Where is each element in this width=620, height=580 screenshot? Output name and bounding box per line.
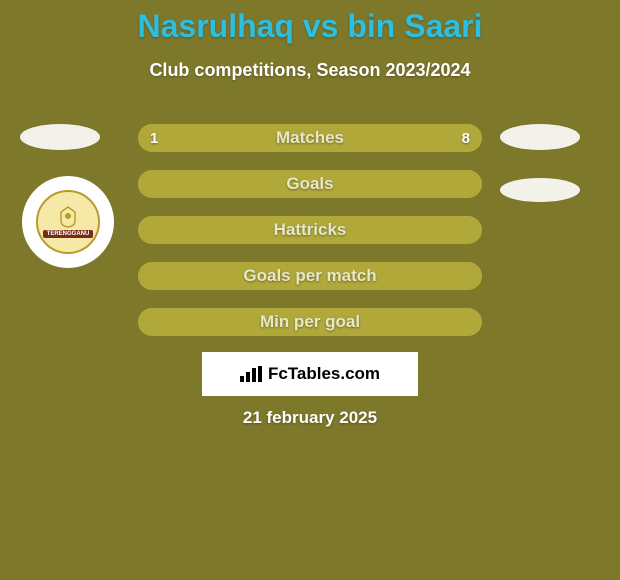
bar-label: Goals [138,170,482,198]
brand-text: FcTables.com [268,364,380,384]
player-left-ellipse [20,124,100,150]
bar-value-right: 8 [462,124,470,152]
bar-label: Min per goal [138,308,482,336]
stat-bar: Hattricks [138,216,482,244]
brand-chart-icon [240,366,262,382]
bar-label: Goals per match [138,262,482,290]
stat-bars: Matches1 8 Goals Hattricks Goals per match Mi… [138,124,482,354]
infographic-canvas: Nasrulhaq vs bin Saari Club competitions… [0,0,620,580]
club-crest: TERENGGANU [36,190,100,254]
stat-bar: Goals [138,170,482,198]
page-subtitle: Club competitions, Season 2023/2024 [0,60,620,81]
stat-bar: Goals per match [138,262,482,290]
bar-value-left: 1 [150,124,158,152]
player-right-ellipse-2 [500,178,580,202]
club-ribbon: TERENGGANU [43,230,94,238]
crest-icon [53,206,83,228]
club-logo-left: TERENGGANU [22,176,114,268]
date-text: 21 february 2025 [0,408,620,428]
page-title: Nasrulhaq vs bin Saari [0,8,620,45]
stat-bar: Matches1 8 [138,124,482,152]
brand-box[interactable]: FcTables.com [202,352,418,396]
bar-label: Matches [138,124,482,152]
bar-label: Hattricks [138,216,482,244]
player-right-ellipse [500,124,580,150]
stat-bar: Min per goal [138,308,482,336]
